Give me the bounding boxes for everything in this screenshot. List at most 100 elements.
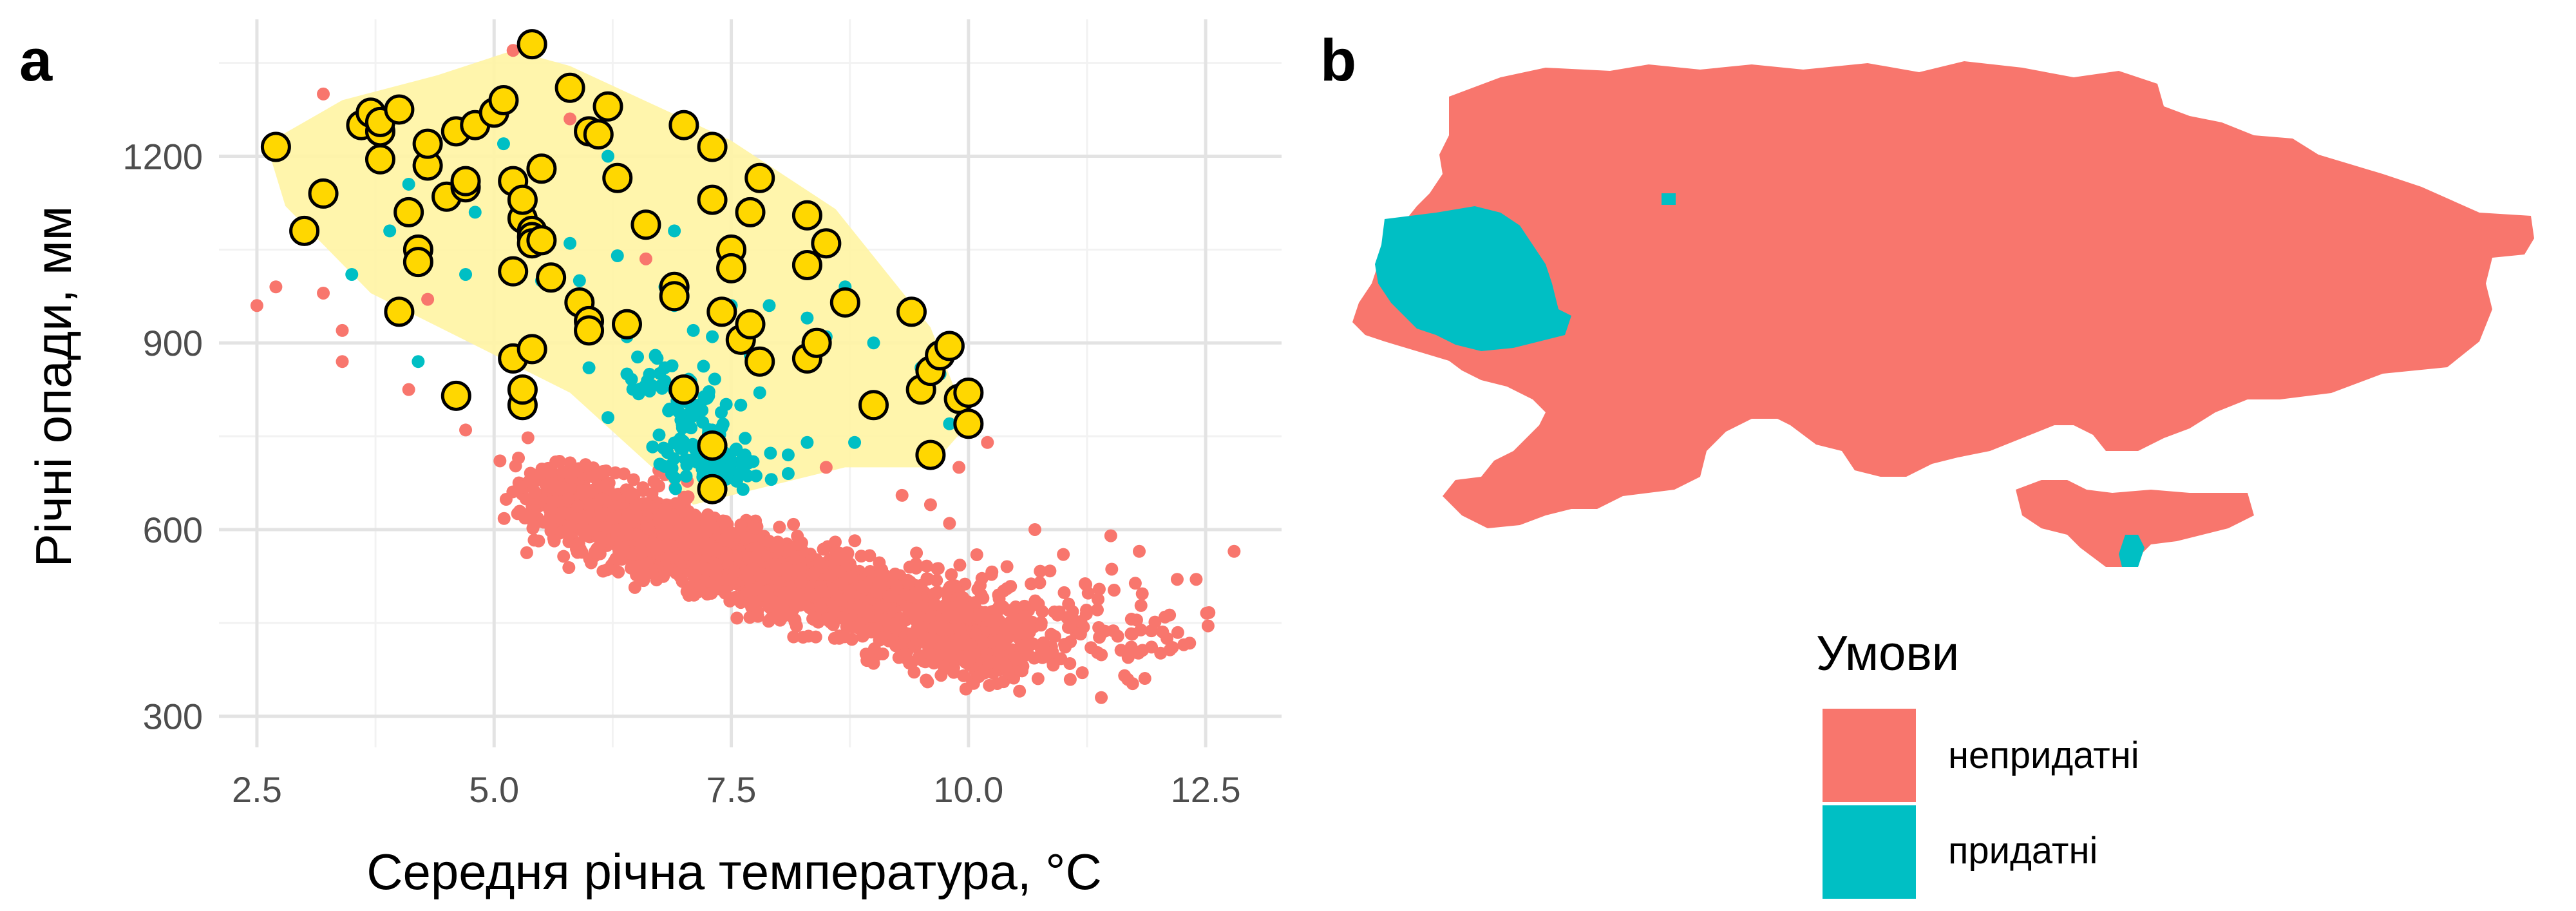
suitable-point [689,399,703,412]
unsuitable-point [647,475,661,488]
unsuitable-point [1079,607,1093,620]
unsuitable-point [534,466,547,480]
unsuitable-point [730,611,744,625]
unsuitable-point [1135,587,1149,600]
unsuitable-point [1163,643,1177,657]
unsuitable-point [1128,577,1142,590]
unsuitable-point [566,466,580,480]
x-tick-label: 10.0 [933,769,1003,810]
suitable-point [646,440,659,454]
unsuitable-point [520,546,533,559]
occurrence-point [384,296,415,327]
unsuitable-point [748,583,761,597]
unsuitable-point [983,678,996,692]
occurrence-point [384,94,415,125]
suitable-point [643,367,656,381]
x-axis-ticks: 2.5 5.0 7.5 10.0 12.5 [232,769,1241,810]
unsuitable-point [506,44,520,57]
unsuitable-point [888,567,902,580]
occurrence-point [365,144,395,175]
unsuitable-point [1189,573,1203,586]
legend: Умови непридатні придатні [1816,626,2139,899]
unsuitable-point [973,608,987,622]
occurrence-point [735,309,766,340]
occurrence-point [516,29,547,60]
unsuitable-point [687,588,701,602]
occurrence-point [829,287,860,318]
unsuitable-point [963,638,976,652]
unsuitable-point [562,561,576,574]
unsuitable-point [963,650,976,664]
unsuitable-point [1124,640,1138,654]
unsuitable-point [459,423,473,437]
unsuitable-point [499,493,513,506]
unsuitable-point [889,622,902,635]
unsuitable-point [654,512,667,526]
unsuitable-point [1104,529,1117,542]
unsuitable-point [650,542,663,556]
occurrence-point [716,253,747,283]
suitable-point [708,372,721,386]
suitable-point [674,432,687,445]
unsuitable-point [527,533,541,547]
occurrence-point [289,215,320,246]
unsuitable-point [642,522,656,535]
unsuitable-point [512,451,526,465]
unsuitable-point [588,545,601,559]
x-tick-label: 12.5 [1171,769,1241,810]
unsuitable-point [659,526,673,539]
unsuitable-point [925,631,939,644]
occurrence-point [697,131,728,162]
unsuitable-point [336,355,349,369]
unsuitable-point [1138,672,1151,686]
suitable-point [620,367,634,381]
unsuitable-point [658,503,672,516]
unsuitable-point [528,485,542,499]
unsuitable-point [571,499,585,513]
unsuitable-point [920,673,933,687]
occurrence-point [744,346,775,377]
unsuitable-point [875,631,889,644]
unsuitable-point [1092,593,1105,606]
unsuitable-point [1177,638,1191,651]
unsuitable-point [834,593,848,607]
unsuitable-point [773,521,786,534]
unsuitable-point [1092,621,1106,635]
unsuitable-point [421,292,435,306]
unsuitable-point [676,523,689,537]
unsuitable-point [942,622,956,636]
unsuitable-point [999,660,1013,673]
unsuitable-point [336,323,349,337]
unsuitable-point [594,508,608,521]
unsuitable-point [696,561,709,574]
unsuitable-point [984,655,998,669]
unsuitable-point [1227,544,1241,558]
unsuitable-point [564,112,577,126]
series-occurrence-points [260,29,984,504]
unsuitable-point [863,549,876,562]
occurrence-point [450,166,481,197]
unsuitable-point [594,492,608,506]
unsuitable-point [984,614,998,628]
suitable-point [686,410,699,423]
unsuitable-point [1048,605,1061,619]
unsuitable-point [617,467,630,481]
suitable-point [697,360,710,373]
unsuitable-point [843,584,857,597]
occurrence-point [735,197,766,227]
unsuitable-point [636,481,650,494]
unsuitable-point [317,286,330,300]
unsuitable-point [858,626,872,639]
unsuitable-point [794,575,808,589]
unsuitable-point [527,519,540,533]
suitable-point [468,206,482,219]
unsuitable-point [813,556,826,570]
unsuitable-point [1046,658,1060,672]
unsuitable-point [705,586,718,600]
unsuitable-point [645,487,659,501]
unsuitable-point [269,280,283,294]
suitable-point [679,452,692,466]
unsuitable-point [521,431,535,445]
suitable-point [652,428,666,442]
